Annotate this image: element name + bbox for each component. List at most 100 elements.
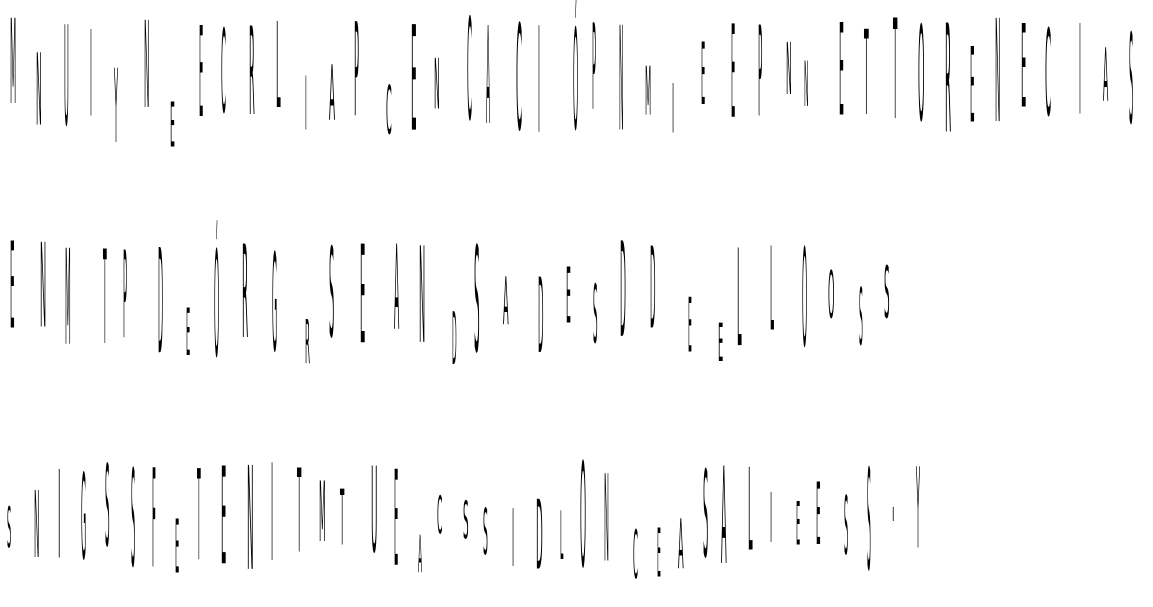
stretched-letter-line-2-glyph-29: O [827, 255, 835, 335]
stretched-letter-line-3-glyph-37: S [866, 442, 871, 607]
stretched-letter-line-2-glyph-10: G [271, 226, 277, 384]
stretched-letter-line-1-glyph-3: U [63, 0, 69, 159]
stretched-letter-line-3-glyph-1: S [6, 495, 12, 562]
stretched-letter-line-1-glyph-21: I [538, 0, 541, 169]
stretched-letter-line-3-glyph-16: U [371, 440, 378, 581]
stretched-letter-line-3-glyph-28: E [657, 515, 662, 595]
stretched-letter-line-3-glyph-19: C [437, 489, 443, 549]
stretched-letter-line-3-glyph-3: I [57, 443, 60, 590]
stretched-letter-line-2-glyph-6: D [157, 220, 163, 389]
stretched-letter-line-2-glyph-12: S [328, 221, 335, 370]
stretched-letter-line-2-glyph-27: L [769, 232, 774, 365]
stretched-letter-line-3-glyph-25: O [579, 443, 586, 607]
stretched-letter-line-1-glyph-30: N [785, 32, 792, 115]
stretched-letter-line-1-glyph-11: L [276, 0, 281, 139]
stretched-letter-line-2-glyph-13: E [360, 215, 366, 379]
stretched-letter-line-3-glyph-30: S [703, 445, 709, 589]
stretched-letter-line-3-glyph-14: M [319, 469, 327, 565]
stretched-letter-line-3-glyph-6: S [131, 442, 136, 599]
stretched-letter-line-3-glyph-11: N [246, 435, 254, 605]
stretched-letter-line-1-glyph-10: R [249, 0, 255, 147]
stretched-letter-line-3-glyph-33: I [770, 483, 773, 564]
stretched-letter-line-1-glyph-18: C [467, 0, 473, 162]
stretched-letter-line-2-glyph-21: S [592, 274, 598, 368]
stretched-letter-line-2-glyph-20: E [566, 256, 572, 345]
stretched-letter-line-1-glyph-35: O [917, 0, 925, 156]
stretched-letter-line-3-glyph-26: N [604, 451, 610, 591]
stretched-letter-line-3-glyph-36: S [843, 480, 849, 575]
stretched-letter-line-3-glyph-34: E [796, 490, 801, 560]
stretched-letter-line-1-glyph-20: C [515, 0, 522, 166]
stretched-letter-line-1-glyph-34: T [892, 1, 898, 161]
stretched-letter-line-1-glyph-27: E [701, 26, 706, 126]
stretched-letter-line-3-glyph-31: A [720, 437, 727, 599]
stretched-letter-line-3-glyph-18: A [418, 525, 423, 587]
stretched-letter-line-2-glyph-19: D [538, 264, 544, 385]
stretched-letter-line-3-glyph-2: N [34, 478, 40, 586]
stretched-letter-line-2-glyph-28: O [802, 221, 808, 379]
stretched-letter-line-3-glyph-5: S [104, 450, 110, 581]
stretched-letter-line-2-glyph-24: E [688, 282, 692, 372]
stretched-letter-line-1-glyph-5: Y [113, 48, 118, 168]
stretched-letter-line-1-glyph-43: S [1128, 9, 1134, 154]
stretched-letter-line-1-glyph-31: N [804, 49, 809, 123]
stretched-letter-line-1-glyph-14: P [354, 0, 360, 150]
stretched-letter-line-1-glyph-33: T [863, 13, 869, 148]
stretched-letter-line-3-glyph-15: T [339, 478, 344, 568]
stretched-letter-line-2-glyph-14: A [394, 228, 400, 363]
stretched-letter-line-1-glyph-13: A [329, 48, 336, 139]
stretched-letter-line-3-glyph-38: · [891, 456, 895, 587]
stretched-letter-line-3-glyph-29: A [677, 504, 684, 587]
stretched-letter-line-1-glyph-19: A [485, 0, 490, 160]
stretched-letter-line-1-glyph-15: C [386, 70, 393, 151]
stretched-letter-line-3-glyph-8: E [175, 504, 180, 591]
stretched-letter-line-1-glyph-36: R [944, 0, 951, 170]
stretched-letter-line-2-glyph-25: E [717, 311, 723, 375]
stretched-letter-line-3-glyph-32: L [748, 443, 753, 580]
stretched-letter-line-2-glyph-31: S [884, 251, 890, 336]
stretched-letter-line-3-glyph-10: E [221, 438, 227, 600]
stretched-letter-line-1-glyph-28: E [731, 0, 736, 149]
stretched-letter-line-1-glyph-22: Ó [572, 1, 578, 164]
stretched-letter-line-3-glyph-39: Y [916, 445, 921, 576]
stretched-letter-line-2-glyph-16: D [452, 298, 457, 385]
stretched-letter-line-1-glyph-12: I [304, 62, 307, 150]
stretched-letter-line-3-glyph-12: I [271, 446, 274, 601]
stretched-letter-line-1-glyph-7: E [169, 93, 175, 164]
stretched-letter-line-3-glyph-9: T [196, 446, 201, 594]
stretched-letter-line-3-glyph-22: I [512, 499, 515, 591]
stretched-letter-line-2-glyph-9: R [241, 216, 249, 369]
stretched-letter-line-2-glyph-15: N [419, 218, 426, 378]
stretched-letter-line-1-glyph-4: I [90, 7, 93, 146]
stretched-letter-line-1-glyph-2: N [36, 39, 43, 153]
stretched-letter-line-2-glyph-18: A [503, 263, 510, 342]
stretched-letter-line-1-glyph-39: E [1021, 0, 1027, 138]
stretched-letter-line-3-glyph-23: D [535, 478, 543, 593]
stretched-letter-line-2-glyph-26: L [736, 220, 742, 381]
stretched-letter-line-1-glyph-29: P [757, 9, 762, 155]
stretched-letter-line-1-glyph-26: I [672, 74, 675, 154]
stretched-letter-line-2-glyph-11: R [304, 311, 310, 382]
stretched-letter-line-1-glyph-40: C [1045, 3, 1052, 145]
stretched-letter-line-3-glyph-35: E [816, 471, 822, 571]
stretched-letter-line-1-glyph-24: N [619, 0, 624, 169]
stretched-letter-line-2-glyph-17: S [474, 214, 481, 387]
stretched-letter-line-1-glyph-41: I [1079, 0, 1082, 145]
stretched-letter-line-2-glyph-23: D [649, 232, 656, 363]
stretched-letter-line-3-glyph-7: F [152, 441, 157, 601]
stretched-letter-line-1-glyph-25: M [645, 57, 652, 136]
stretched-letter-line-1-glyph-6: N [144, 5, 150, 144]
stretched-letter-line-2-glyph-2: N [40, 218, 47, 358]
stretched-letter-line-1-glyph-17: N [433, 49, 440, 129]
stretched-letter-line-1-glyph-9: C [221, 13, 227, 148]
stretched-letter-line-2-glyph-1: E [10, 227, 15, 365]
stretched-letter-line-3-glyph-24: L [560, 497, 564, 578]
stretched-letter-line-1-glyph-8: E [199, 1, 204, 147]
stretched-letter-line-1-glyph-38: N [994, 0, 1000, 165]
stretched-letter-line-2-glyph-8: Ó [214, 221, 220, 392]
stretched-letter-line-3-glyph-13: T [296, 453, 301, 587]
stretched-letter-line-2-glyph-30: S [858, 272, 863, 366]
stretched-letter-line-1-glyph-37: E [969, 33, 975, 154]
stretched-letter-line-3-glyph-21: S [483, 499, 489, 573]
